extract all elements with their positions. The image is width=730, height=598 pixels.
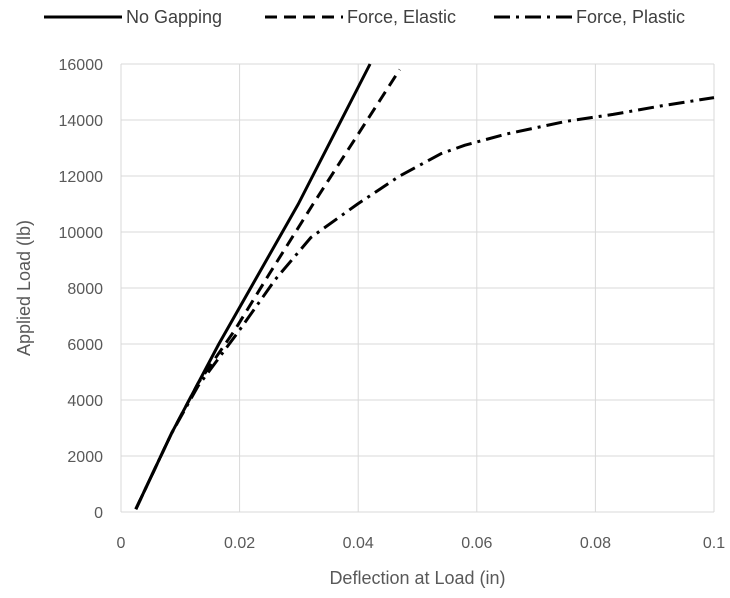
tick-labels: 0 2000 4000 6000 8000 10000 12000 14000 16000 0 0.… bbox=[59, 57, 726, 552]
legend-label: Force, Plastic bbox=[576, 7, 685, 27]
gridlines bbox=[120, 63, 715, 513]
legend-label: No Gapping bbox=[126, 7, 222, 27]
y-tick-label: 4000 bbox=[67, 393, 103, 410]
series-line-no-gapping bbox=[134, 63, 372, 510]
y-axis-title: Applied Load (lb) bbox=[14, 220, 34, 356]
y-tick-label: 14000 bbox=[59, 113, 104, 130]
y-tick-label: 10000 bbox=[59, 225, 104, 242]
y-tick-label: 2000 bbox=[67, 449, 103, 466]
series-line-force-plastic bbox=[134, 96, 715, 510]
x-tick-label: 0.04 bbox=[343, 535, 374, 552]
chart-legend: No Gapping Force, Elastic Force, Plastic bbox=[44, 7, 685, 27]
series-line-force-elastic bbox=[134, 68, 401, 510]
y-tick-label: 12000 bbox=[59, 169, 104, 186]
x-tick-label: 0.06 bbox=[461, 535, 492, 552]
x-tick-label: 0.08 bbox=[580, 535, 611, 552]
x-tick-label: 0.1 bbox=[703, 535, 725, 552]
x-tick-label: 0.02 bbox=[224, 535, 255, 552]
y-tick-label: 0 bbox=[94, 505, 103, 522]
legend-label: Force, Elastic bbox=[347, 7, 456, 27]
series-lines bbox=[134, 63, 715, 510]
y-tick-label: 8000 bbox=[67, 281, 103, 298]
y-tick-label: 16000 bbox=[59, 57, 104, 74]
x-axis-title: Deflection at Load (in) bbox=[329, 568, 505, 588]
y-tick-label: 6000 bbox=[67, 337, 103, 354]
x-tick-label: 0 bbox=[117, 535, 126, 552]
